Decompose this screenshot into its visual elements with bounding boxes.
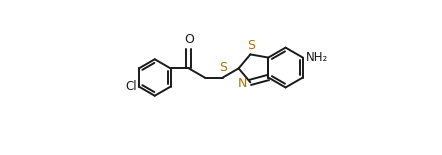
- Text: S: S: [247, 39, 255, 52]
- Text: S: S: [219, 61, 227, 74]
- Text: Cl: Cl: [126, 80, 137, 93]
- Text: N: N: [237, 77, 247, 90]
- Text: NH₂: NH₂: [306, 51, 328, 64]
- Text: O: O: [184, 33, 194, 46]
